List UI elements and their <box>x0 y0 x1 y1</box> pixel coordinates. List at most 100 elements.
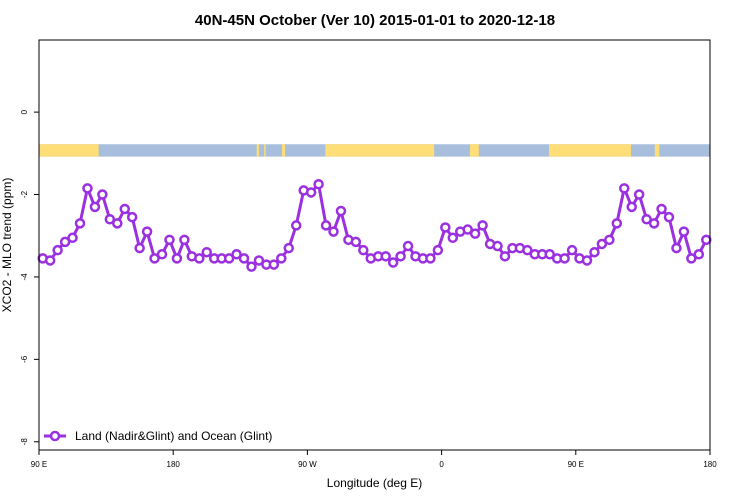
data-point <box>469 228 481 239</box>
land-band <box>469 144 479 157</box>
x-tick-label: 90 W <box>298 460 317 469</box>
land-band <box>548 144 631 157</box>
data-point <box>112 218 123 229</box>
y-tick-label: -8 <box>20 438 29 446</box>
data-point <box>126 211 138 223</box>
data-point <box>477 220 488 231</box>
data-point <box>440 222 451 233</box>
data-point <box>44 255 56 266</box>
surface-type-strip <box>39 144 710 157</box>
data-point <box>499 251 511 262</box>
data-point <box>432 244 444 256</box>
plot-frame <box>38 39 711 451</box>
data-point <box>626 201 637 213</box>
data-point <box>134 242 145 254</box>
data-point <box>633 189 645 200</box>
data-point <box>671 242 682 254</box>
legend-entry: Land (Nadir&Glint) and Ocean (Glint) <box>75 429 272 443</box>
y-axis-ticks: 0 -2 -4 -6 -8 <box>20 109 39 445</box>
data-point <box>358 244 369 256</box>
x-axis-ticks: 90 E 180 90 W 0 90 E 180 <box>31 450 717 469</box>
data-point <box>596 238 608 250</box>
chart-title: 40N-45N October (Ver 10) 2015-01-01 to 2… <box>195 12 555 29</box>
data-point <box>387 257 399 268</box>
data-point <box>611 218 623 229</box>
data-point <box>253 255 265 266</box>
data-point <box>686 253 697 264</box>
data-point <box>350 236 362 248</box>
data-point <box>566 244 578 256</box>
data-point <box>246 261 257 272</box>
data-point <box>402 240 414 252</box>
y-tick-label: -2 <box>20 190 29 198</box>
data-point <box>492 240 503 252</box>
land-band <box>39 144 99 157</box>
legend: Land (Nadir&Glint) and Ocean (Glint) <box>44 429 272 443</box>
data-point <box>104 213 116 225</box>
data-point <box>641 213 652 225</box>
data-point <box>305 187 317 198</box>
land-band <box>282 144 286 157</box>
x-tick-label: 90 E <box>31 460 47 469</box>
land-band <box>256 144 259 157</box>
data-point <box>283 242 295 254</box>
y-tick-label: 0 <box>20 109 29 114</box>
land-band <box>264 144 266 157</box>
data-point <box>171 253 183 264</box>
data-point <box>447 232 459 244</box>
data-point <box>67 232 78 244</box>
y-tick-label: -4 <box>20 273 29 281</box>
data-point <box>559 253 570 264</box>
legend-marker-swatch <box>49 430 61 442</box>
data-point <box>663 211 675 223</box>
data-point <box>59 236 71 248</box>
data-point <box>164 234 175 246</box>
data-point <box>335 205 347 217</box>
data-point <box>693 249 705 260</box>
x-tick-label: 180 <box>703 460 717 469</box>
data-point <box>89 201 101 213</box>
data-point <box>290 220 302 231</box>
land-band <box>325 144 435 157</box>
data-point <box>82 183 93 194</box>
data-point <box>328 226 339 237</box>
data-point <box>74 218 86 229</box>
data-point <box>194 253 205 264</box>
data-point <box>678 226 690 237</box>
x-tick-label: 180 <box>167 460 181 469</box>
data-point <box>395 251 406 262</box>
data-point <box>604 234 615 246</box>
series-group <box>37 178 712 272</box>
data-point <box>276 253 287 264</box>
data-point <box>97 189 108 200</box>
data-point <box>52 244 63 256</box>
data-point <box>119 203 130 215</box>
x-axis-label: Longitude (deg E) <box>327 476 422 490</box>
data-point <box>648 218 660 229</box>
data-point <box>223 253 235 264</box>
data-point <box>656 203 667 215</box>
data-point <box>238 253 250 264</box>
data-point <box>701 234 712 246</box>
data-point <box>581 255 593 266</box>
data-point <box>320 220 332 231</box>
data-point <box>231 249 242 260</box>
data-point <box>268 259 280 270</box>
data-point <box>313 178 324 190</box>
x-tick-label: 0 <box>439 460 444 469</box>
data-point <box>619 183 630 194</box>
data-point <box>149 253 160 264</box>
data-point <box>156 249 168 260</box>
data-point <box>380 251 391 262</box>
data-point <box>201 246 212 258</box>
data-point <box>522 244 533 256</box>
land-band <box>654 144 660 157</box>
y-axis-label: XCO2 - MLO trend (ppm) <box>0 178 14 313</box>
y-tick-label: -6 <box>20 355 29 363</box>
data-point <box>544 249 555 260</box>
data-point <box>179 234 190 246</box>
data-point <box>589 246 600 258</box>
data-point <box>462 224 473 235</box>
x-tick-label: 90 E <box>568 460 584 469</box>
